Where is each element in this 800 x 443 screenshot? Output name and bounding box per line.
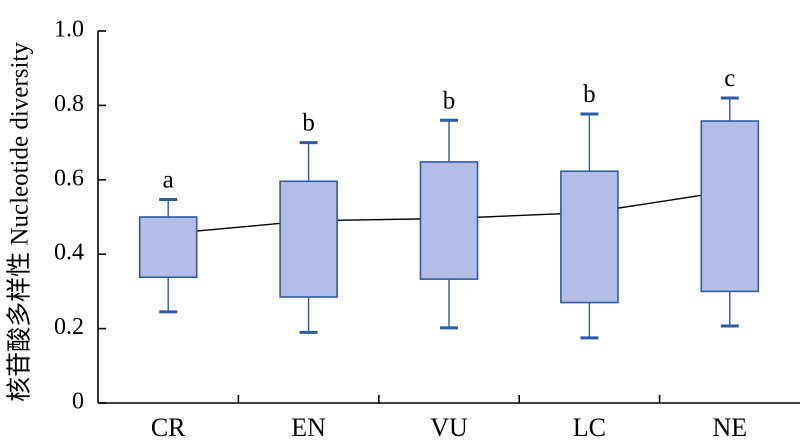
box-en: b: [279, 110, 338, 334]
x-tick-label: CR: [151, 413, 186, 442]
box-iqr: [138, 216, 198, 279]
y-axis: 0 0.2 0.4 0.6 0.8 1.0: [54, 17, 106, 415]
x-tick-label: VU: [430, 413, 468, 442]
box-iqr: [419, 161, 479, 280]
y-tick-label: 0.6: [54, 165, 84, 191]
box-iqr: [560, 170, 619, 304]
y-axis-title: 核苷酸多样性 Nucleotide diversity: [6, 42, 34, 402]
significance-letter: b: [583, 81, 596, 108]
y-tick-label: 1.0: [54, 17, 84, 43]
box-cr: a: [138, 167, 198, 314]
y-tick-label: 0.4: [54, 240, 84, 266]
box-iqr: [279, 180, 338, 298]
box-series: a b b b c: [138, 65, 760, 340]
significance-letter: a: [163, 167, 174, 194]
box-lc: b: [560, 81, 619, 340]
y-tick-label: 0.8: [54, 91, 84, 117]
significance-letter: b: [443, 87, 456, 114]
box-vu: b: [419, 87, 479, 330]
x-tick-label: LC: [573, 413, 606, 442]
y-tick-label: 0.2: [54, 314, 84, 340]
significance-letter: b: [302, 110, 315, 137]
x-axis: CR EN VU LC NE: [98, 395, 800, 442]
significance-letter: c: [724, 65, 735, 92]
box-iqr: [700, 120, 760, 293]
x-tick-label: EN: [291, 413, 326, 442]
y-tick-label: 0: [72, 389, 84, 415]
box-ne: c: [700, 65, 760, 328]
x-tick-label: NE: [712, 413, 747, 442]
